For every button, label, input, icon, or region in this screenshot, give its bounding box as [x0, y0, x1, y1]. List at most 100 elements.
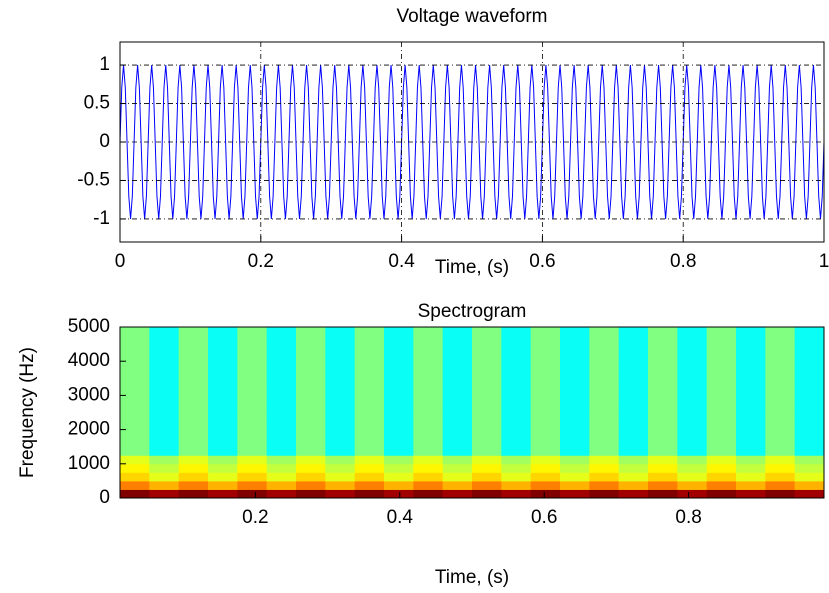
spectrogram-cell	[736, 429, 766, 439]
spectrogram-cell	[178, 489, 209, 499]
spectrogram-cell	[501, 446, 532, 456]
spectrogram-cell	[648, 455, 678, 465]
spectrogram-cell	[266, 429, 297, 439]
spectrogram-cell	[677, 489, 708, 499]
spectrogram-cell	[501, 489, 532, 499]
spectrogram-cell	[208, 446, 238, 456]
spectrogram-cell	[384, 429, 414, 439]
spectrogram-cell	[589, 480, 620, 490]
x-tick-label: 0.8	[675, 507, 701, 528]
y-tick-label: 1000	[68, 453, 110, 474]
spectrogram-cell	[677, 446, 708, 456]
spectrogram-cell	[178, 429, 209, 439]
spectrogram-cell	[149, 361, 180, 371]
spectrogram-cell	[413, 386, 444, 396]
spectrogram-cell	[120, 344, 150, 354]
spectrogram-cell	[442, 395, 473, 405]
spectrogram-cell	[648, 412, 678, 422]
spectrogram-cell	[120, 429, 150, 439]
spectrogram-cell	[296, 438, 326, 448]
spectrogram-cell	[765, 438, 796, 448]
spectrogram-cell	[472, 429, 502, 439]
spectrogram-cell	[149, 327, 180, 337]
spectrogram-cell	[178, 344, 209, 354]
spectrogram-cell	[296, 361, 326, 371]
x-tick-label: 0	[115, 251, 126, 272]
spectrogram-cell	[530, 489, 561, 499]
spectrogram-cell	[266, 472, 297, 482]
spectrogram-cell	[706, 480, 737, 490]
spectrogram-cell	[149, 463, 180, 473]
spectrogram-cell	[648, 369, 678, 379]
spectrogram-cell	[120, 421, 150, 431]
spectrogram-cell	[208, 369, 238, 379]
spectrogram-cell	[706, 403, 737, 413]
spectrogram-cell	[442, 344, 473, 354]
spectrogram-cell	[325, 429, 356, 439]
spectrogram-cell	[149, 344, 180, 354]
spectrogram-cell	[442, 472, 473, 482]
spectrogram-cell	[413, 352, 444, 362]
spectrogram-cell	[325, 386, 356, 396]
spectrogram-cell	[354, 386, 385, 396]
spectrogram-cell	[501, 386, 532, 396]
spectrogram-cell	[296, 489, 326, 499]
spectrogram-cell	[501, 369, 532, 379]
spectrogram-cell	[677, 386, 708, 396]
spectrogram-cell	[266, 352, 297, 362]
spectrogram-cell	[237, 361, 268, 371]
spectrogram-cell	[120, 489, 150, 499]
spectrogram-cell	[149, 472, 180, 482]
spectrogram-cell	[677, 403, 708, 413]
spectrogram-cell	[266, 421, 297, 431]
spectrogram-cell	[120, 455, 150, 465]
spectrogram-cell	[120, 403, 150, 413]
spectrogram-cell	[472, 463, 502, 473]
spectrogram-cell	[501, 335, 532, 345]
spectrogram-cell	[736, 378, 766, 388]
spectrogram-cell	[413, 395, 444, 405]
spectrogram-cell	[120, 472, 150, 482]
spectrogram-cell	[765, 395, 796, 405]
spectrogram-cell	[530, 352, 561, 362]
spectrogram-cell	[618, 327, 649, 337]
spectrogram-cell	[706, 489, 737, 499]
spectrogram-cell	[765, 489, 796, 499]
spectrogram-cell	[266, 327, 297, 337]
spectrogram-cell	[618, 480, 649, 490]
spectrogram-cell	[794, 395, 825, 405]
spectrogram-cell	[354, 395, 385, 405]
spectrogram-cell	[530, 327, 561, 337]
spectrogram-cell	[296, 395, 326, 405]
spectrogram-cell	[208, 361, 238, 371]
spectrogram-cell	[560, 361, 590, 371]
spectrogram-cell	[208, 421, 238, 431]
spectrogram-cell	[530, 480, 561, 490]
spectrogram-cell	[442, 369, 473, 379]
spectrogram-cell	[736, 352, 766, 362]
spectrogram-cell	[208, 403, 238, 413]
spectrogram-cell	[266, 412, 297, 422]
spectrogram-cell	[325, 489, 356, 499]
spectrogram-cell	[442, 386, 473, 396]
spectrogram-cell	[765, 455, 796, 465]
y-axis-label: Frequency (Hz)	[17, 347, 38, 478]
spectrogram-cell	[765, 429, 796, 439]
x-tick-label: 0.2	[248, 251, 274, 272]
spectrogram-cell	[648, 472, 678, 482]
spectrogram-cell	[618, 489, 649, 499]
spectrogram-cell	[413, 361, 444, 371]
spectrogram-cell	[413, 412, 444, 422]
spectrogram-cell	[354, 352, 385, 362]
spectrogram-cell	[325, 352, 356, 362]
spectrogram-cell	[237, 403, 268, 413]
spectrogram-cell	[149, 369, 180, 379]
spectrogram-cell	[560, 403, 590, 413]
spectrogram-cell	[354, 378, 385, 388]
spectrogram-cell	[384, 344, 414, 354]
spectrogram-cell	[648, 480, 678, 490]
spectrogram-cell	[296, 429, 326, 439]
spectrogram-cell	[560, 378, 590, 388]
spectrogram-cell	[706, 421, 737, 431]
x-axis-label: Time, (s)	[435, 257, 509, 278]
